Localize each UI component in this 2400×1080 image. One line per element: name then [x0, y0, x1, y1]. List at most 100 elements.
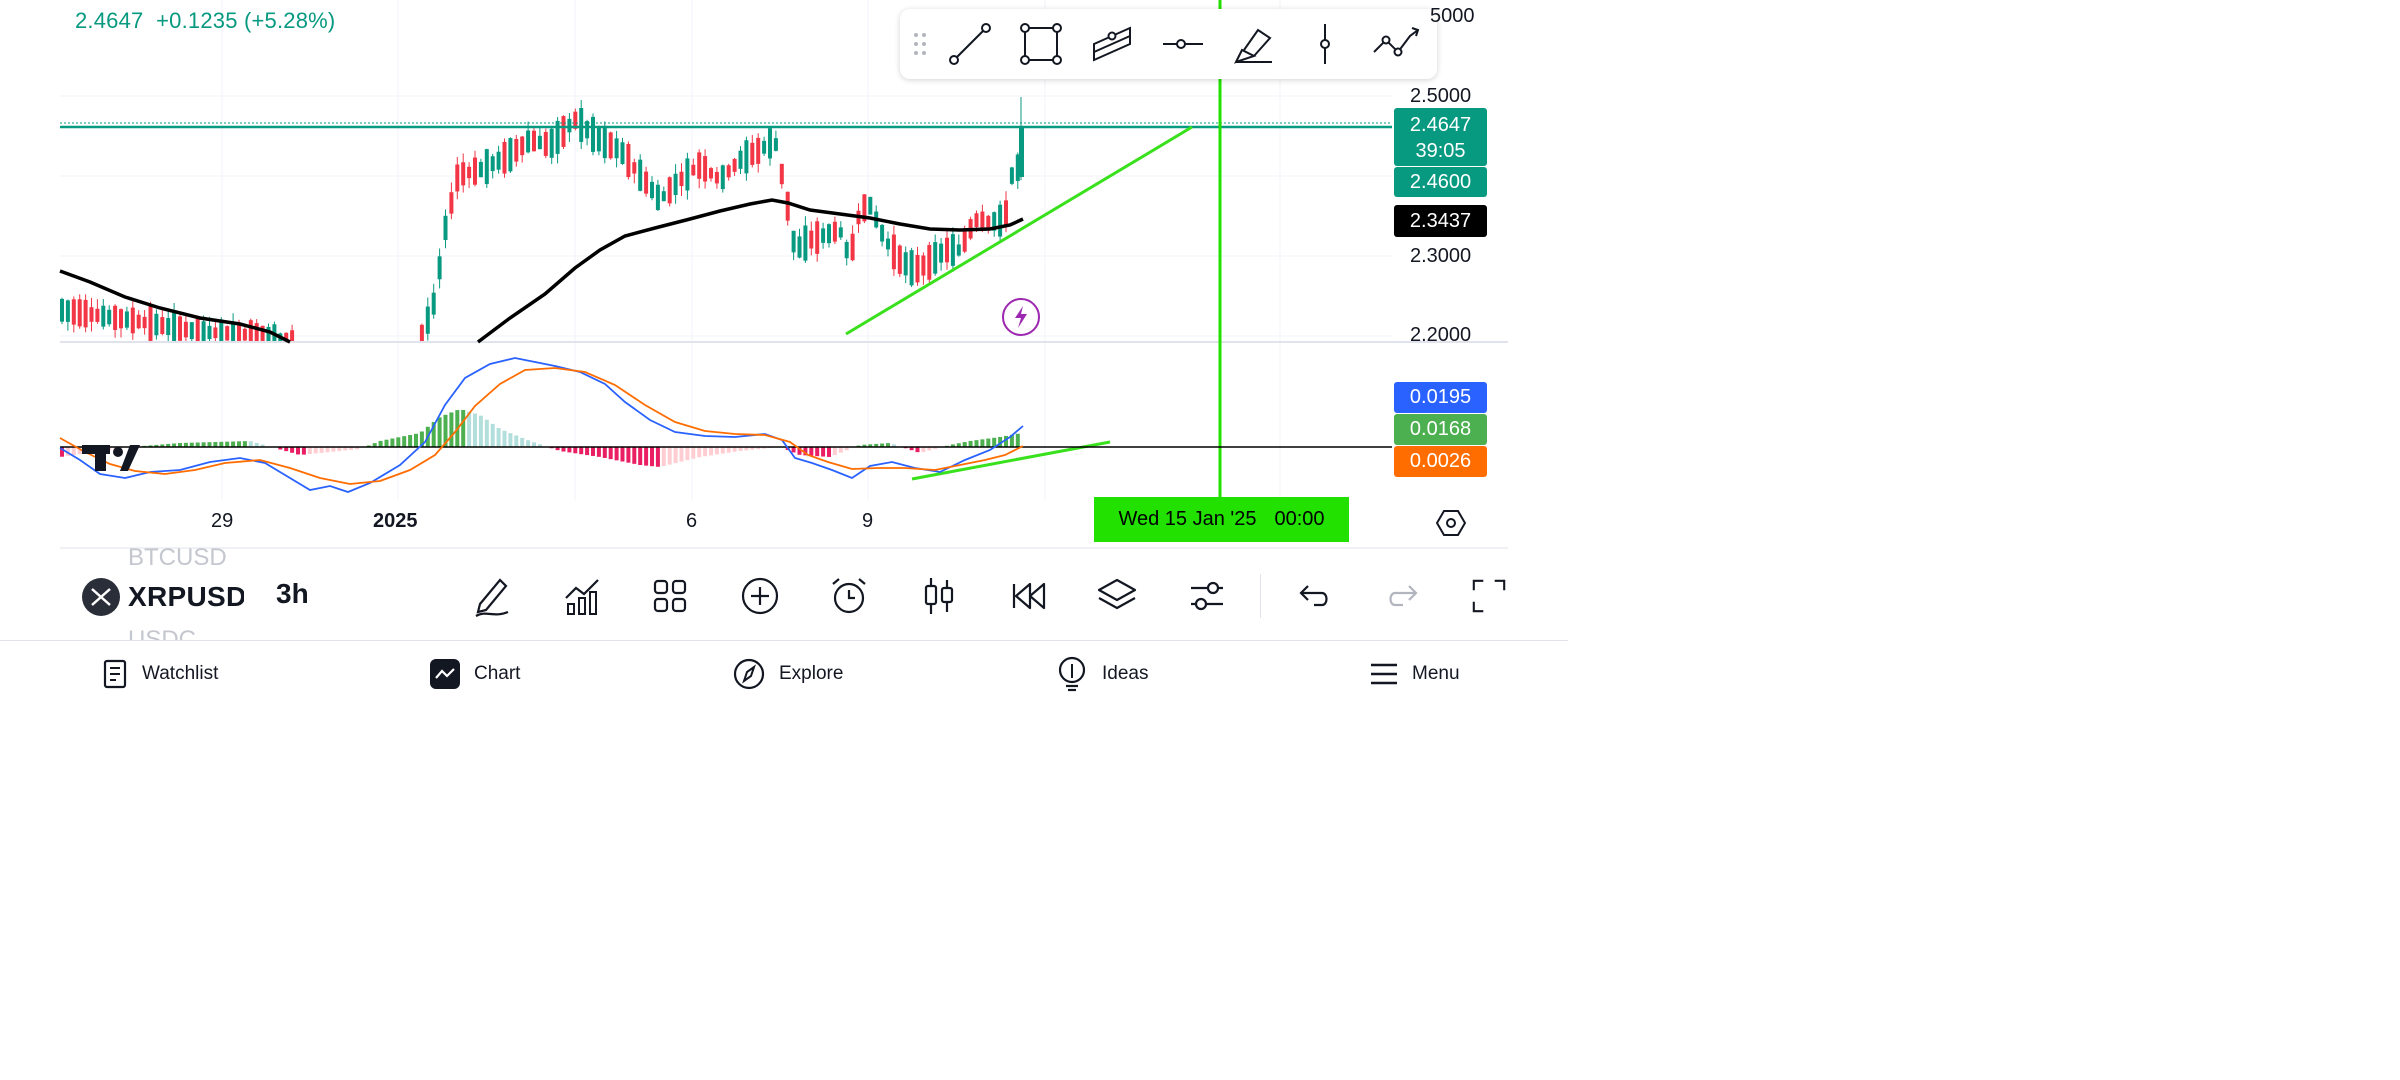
candle — [490, 156, 495, 172]
rectangle-tool[interactable] — [1005, 14, 1076, 74]
parallel-channel-tool[interactable] — [1076, 14, 1147, 74]
candle — [119, 309, 123, 329]
histogram-bar — [862, 444, 867, 447]
histogram-bar — [431, 422, 436, 447]
histogram-bar — [207, 442, 212, 447]
histogram-bar — [703, 447, 708, 457]
crosshair-day: Wed 15 Jan '25 — [1118, 508, 1257, 530]
histogram-bar — [650, 447, 654, 467]
settings-sliders-button[interactable] — [1185, 574, 1229, 618]
histogram-bar — [644, 447, 649, 466]
chart-type-button[interactable] — [917, 574, 961, 618]
horizontal-ray-tool[interactable] — [1147, 14, 1218, 74]
drag-handle-icon[interactable] — [906, 24, 934, 64]
histogram-bar — [319, 447, 324, 453]
trendline-macd[interactable] — [911, 440, 1111, 481]
histogram-bar — [189, 442, 194, 447]
nav-chart[interactable]: Chart — [430, 641, 520, 707]
histogram-bar — [1009, 434, 1014, 447]
histogram-bar — [797, 447, 802, 455]
tradingview-logo — [82, 445, 140, 471]
fullscreen-icon — [1472, 579, 1506, 613]
layers-button[interactable] — [1095, 574, 1139, 618]
histogram-bar — [726, 447, 731, 453]
candle — [567, 118, 572, 133]
nav-menu[interactable]: Menu — [1370, 641, 1460, 707]
candle — [791, 230, 796, 253]
add-button[interactable] — [738, 574, 782, 618]
candle — [750, 142, 755, 165]
candle — [661, 191, 666, 202]
brush-tool[interactable] — [1218, 14, 1289, 74]
symbol-name: XRPUSDT — [128, 581, 244, 612]
nav-watchlist[interactable]: Watchlist — [102, 641, 218, 707]
candle — [431, 292, 436, 315]
vertical-line-tool[interactable] — [1289, 14, 1360, 74]
candle — [71, 299, 76, 325]
indicators-icon — [565, 579, 599, 615]
candle — [655, 184, 660, 210]
path-tool[interactable] — [1360, 14, 1431, 74]
candle — [437, 256, 442, 280]
candle — [608, 132, 613, 159]
drawing-tools-button[interactable] — [470, 574, 514, 618]
interval-selector[interactable]: 3h — [276, 578, 309, 609]
candle — [703, 156, 708, 182]
histogram-bar — [396, 437, 401, 447]
histogram-bar — [402, 436, 407, 447]
candle — [543, 131, 548, 156]
candle — [797, 236, 802, 258]
histogram-bar — [473, 413, 477, 447]
chart-settings-button[interactable] — [1432, 506, 1470, 540]
candle — [838, 227, 843, 238]
histogram-bar — [909, 447, 914, 451]
histogram-bar — [349, 447, 354, 450]
candle — [667, 177, 672, 204]
histogram-bar — [478, 415, 483, 447]
time-axis-label: 9 — [862, 510, 874, 532]
candle — [254, 323, 259, 341]
candle — [998, 204, 1003, 237]
chart-canvas[interactable] — [0, 0, 1568, 706]
candle — [95, 308, 100, 322]
bottom-navigation: Watchlist Chart Explore Ideas Menu — [0, 640, 1568, 707]
symbol-selector[interactable]: XRPUSDT — [82, 578, 244, 616]
watchlist-icon — [103, 659, 127, 689]
trendline-price[interactable] — [845, 125, 1193, 336]
trend-line-tool[interactable] — [934, 14, 1005, 74]
candle — [237, 322, 241, 341]
candle — [821, 228, 826, 243]
nav-explore[interactable]: Explore — [733, 641, 843, 707]
histogram-bar — [691, 447, 696, 459]
histogram-bar — [986, 438, 991, 447]
alerts-button[interactable] — [827, 574, 871, 618]
price-axis-tick: 2.5000 — [1410, 85, 1472, 107]
symbol-prev[interactable]: BTCUSD — [128, 544, 227, 566]
candle — [1004, 200, 1008, 227]
candle — [549, 128, 554, 158]
candle — [974, 213, 979, 228]
layouts-button[interactable] — [648, 574, 692, 618]
candle — [219, 319, 224, 341]
symbol-next[interactable]: USDC — [128, 626, 197, 640]
replay-button[interactable] — [1006, 574, 1050, 618]
alert-marker[interactable] — [1002, 298, 1040, 336]
histogram-bar — [301, 447, 306, 455]
undo-button[interactable] — [1291, 574, 1335, 618]
redo-button[interactable] — [1382, 574, 1426, 618]
candle — [508, 138, 513, 172]
histogram-bar — [355, 447, 359, 450]
histogram-bar — [278, 447, 283, 450]
histogram-value-label: 0.0168 — [1394, 414, 1487, 445]
vertical-line-icon — [1319, 24, 1330, 64]
histogram-bar — [296, 447, 300, 455]
histogram-bar — [508, 433, 513, 447]
nav-ideas[interactable]: Ideas — [1056, 641, 1148, 707]
histogram-bar — [313, 447, 318, 454]
histogram-bar — [827, 447, 831, 457]
candlestick-series — [60, 97, 1024, 341]
fullscreen-button[interactable] — [1470, 574, 1508, 618]
candle — [1015, 154, 1020, 182]
indicators-button[interactable] — [560, 574, 604, 618]
histogram-bar — [449, 412, 454, 447]
